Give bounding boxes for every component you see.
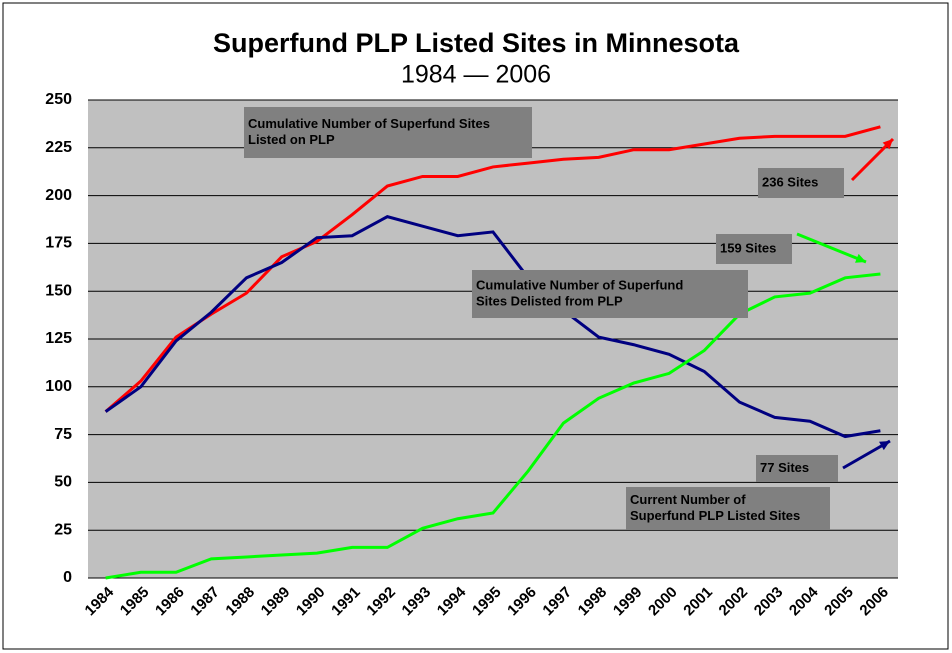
chart-subtitle: 1984 — 2006 xyxy=(401,61,551,89)
y-tick-label: 75 xyxy=(54,426,72,443)
y-tick-label: 225 xyxy=(45,139,72,156)
annotation-text: 77 Sites xyxy=(760,460,809,475)
arrow-head xyxy=(855,253,866,263)
annotation-box xyxy=(626,487,830,530)
annotation-text: Sites Delisted from PLP xyxy=(476,293,623,308)
y-tick-label: 250 xyxy=(45,91,72,108)
annotation-text: Listed on PLP xyxy=(248,132,335,147)
y-tick-label: 150 xyxy=(45,282,72,299)
arrow xyxy=(796,232,867,264)
y-tick-label: 25 xyxy=(54,521,72,538)
annotation-text: Cumulative Number of Superfund xyxy=(476,277,683,292)
annotation-box xyxy=(472,270,748,318)
annotation-text: 159 Sites xyxy=(720,240,776,255)
annotation-text: Current Number of xyxy=(630,492,746,507)
y-tick-label: 50 xyxy=(54,474,72,491)
y-tick-label: 0 xyxy=(63,569,72,586)
y-tick-label: 200 xyxy=(45,187,72,204)
y-tick-label: 100 xyxy=(45,378,72,395)
annotation-text: 236 Sites xyxy=(762,174,818,189)
arrow-head xyxy=(882,139,893,150)
annotation-box xyxy=(244,107,532,158)
annotation-box xyxy=(756,455,838,482)
annotation-text: Cumulative Number of Superfund Sites xyxy=(248,116,490,131)
series-line xyxy=(104,125,881,413)
arrow-head xyxy=(879,441,890,451)
annotation-text: Superfund PLP Listed Sites xyxy=(630,508,800,523)
annotation-box xyxy=(758,168,844,198)
chart-title: Superfund PLP Listed Sites in Minnesota xyxy=(213,28,740,58)
series-line xyxy=(104,215,881,439)
y-tick-label: 175 xyxy=(45,235,72,252)
annotation-box xyxy=(716,234,792,264)
series-line xyxy=(105,272,881,580)
y-tick-label: 125 xyxy=(45,330,72,347)
